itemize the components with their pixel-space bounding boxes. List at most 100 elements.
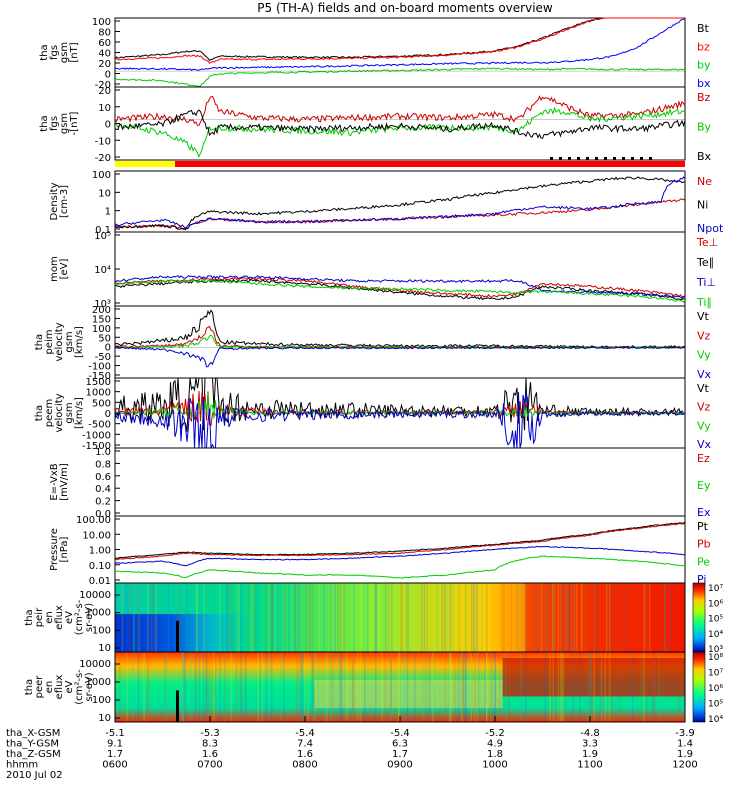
spectrogram-streak [502,583,505,652]
ephem-value: -4.8 [580,728,600,739]
spectrogram-streak [194,652,197,722]
spectrogram-streak [600,652,602,722]
spectrogram-streak [525,652,527,722]
spectrogram-streak [648,583,651,652]
spectrogram-streak [581,583,583,652]
ylabel-peer_spectrogram-6: sr-eV) [84,672,95,701]
spectrogram-streak [334,583,336,652]
spectrogram-streak [517,583,519,652]
spectrogram-streak [128,583,130,652]
ylabel-electron_velocity-3: gsm [64,402,75,423]
ytick-label: 100 [92,170,111,181]
spectrogram-streak [276,583,279,652]
spectrogram-streak [552,583,554,652]
spectrogram-streak [271,583,273,652]
spectrogram-streak [317,652,319,722]
burst-marker [550,157,553,160]
ephem-row-label: tha_X-GSM [6,728,60,739]
ytick-label: 0.4 [95,484,111,495]
spectrogram-streak [566,583,568,652]
spectrogram-streak [573,583,576,652]
spectrogram-streak [132,652,134,722]
panel-frame [114,305,686,379]
spectrogram-streak [405,583,407,652]
spectrogram-streak [132,583,134,652]
spectrogram-streak [375,583,378,652]
spectrogram-streak [301,652,304,722]
spectrogram-streak [601,652,604,722]
spectrogram-streak [481,583,483,652]
ylabel-fgs_gsm_total-0: tha [39,44,50,60]
spectrogram-streak [166,652,168,722]
ytick-label: -20 [95,80,111,91]
spectrogram-streak [631,652,634,722]
spectrogram-streak [299,583,301,652]
spectrogram-streak [484,652,487,722]
spectrogram-streak [470,652,472,722]
spectrogram-streak [591,652,594,722]
ylabel-peer_spectrogram-5: (cm²-s- [74,669,85,705]
spectrogram-streak [195,583,198,652]
ylabel-fgs_gsm_total-2: gsm [59,42,70,63]
spectrogram-streak [297,583,299,652]
spectrogram-streak [476,583,478,652]
spectrogram-streak [406,652,409,722]
spectrogram-streak [508,652,510,722]
ytick-label: 20 [98,59,111,70]
spectrogram-streak [667,583,670,652]
ytick-label: 10 [98,188,111,199]
spectrogram-streak [581,583,583,652]
ylabel-peir_spectrogram-4: eV [64,611,75,624]
spectrogram-streak [133,583,136,652]
spectrogram-streak [643,652,645,722]
spectrogram-streak [243,652,246,722]
spectrogram-streak [426,583,428,652]
spectrogram-streak [552,652,555,722]
legend-bx: bx [697,77,711,90]
spectrogram-streak [483,583,486,652]
legend-Vt: Vt [697,382,710,395]
panel-density: Density [cm-3] 100 10 1 0.1 Ne Ni Npot [49,170,724,236]
spectrogram-streak [388,583,390,652]
spectrogram-hotband [502,658,685,697]
spectrogram-streak [407,583,409,652]
spectrogram-streak [375,583,378,652]
spectrogram-streak [428,652,431,722]
spectrogram-streak [544,652,546,722]
legend-Ex: Ex [697,506,711,519]
ylabel-temperature-0: mom [49,256,60,282]
ytick-label: 1000 [86,388,111,399]
spectrogram-streak [390,652,393,722]
spectrogram-streak [337,583,340,652]
spectrogram-streak [318,583,320,652]
ytick-label: 0.01 [89,576,111,587]
colorbar-label: 10⁴ [708,715,723,725]
spectrogram-streak [364,583,367,652]
spectrogram-streak [374,652,377,722]
ephem-value: 1.6 [297,749,313,760]
spectrogram-streak [440,583,443,652]
ephem-value: 1.7 [107,749,123,760]
ytick-label: 10⁵ [94,231,111,242]
colorbar-label: 10⁵ [708,615,723,625]
series-line-Ti⊥ [114,275,686,300]
legend-Bt: Bt [697,22,710,35]
spectrogram-streak [574,583,576,652]
ylabel-pressure-0: Pressure [49,528,60,571]
spectrogram-streak [182,652,185,722]
spectrogram-streak [487,583,490,652]
spectrogram-streak [294,583,296,652]
ytick-label: 0.0 [95,509,111,520]
spectrogram-streak [500,583,503,652]
ephem-value: 1.9 [677,749,693,760]
spectrogram-streak [600,652,603,722]
spectrogram-streak [431,652,434,722]
legend-Npot: Npot [697,222,724,235]
spectrogram-streak [121,583,124,652]
spectrogram-streak [298,652,300,722]
spectrogram-streak [589,652,591,722]
spectrogram-streak [595,583,598,652]
ylabel-fgs_gsm_detrended-0: tha [39,115,50,131]
ytick-label: 1000 [86,608,111,619]
spectrogram-streak [559,652,562,722]
